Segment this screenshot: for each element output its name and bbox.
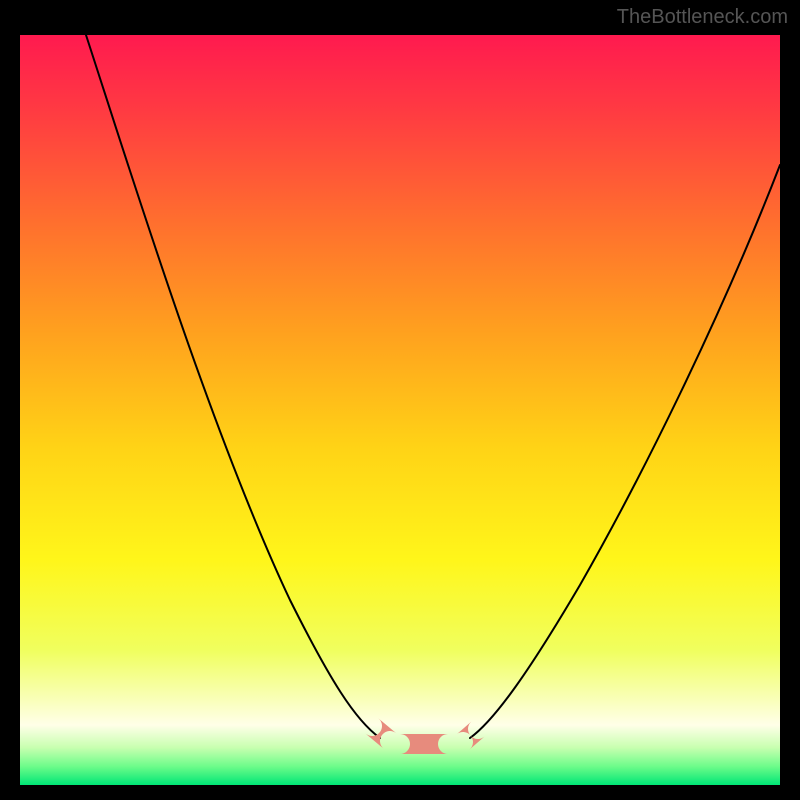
chart-container: TheBottleneck.com	[0, 0, 800, 800]
watermark-label: TheBottleneck.com	[617, 6, 788, 29]
plot-area	[20, 35, 780, 785]
bottleneck-chart	[0, 0, 800, 800]
